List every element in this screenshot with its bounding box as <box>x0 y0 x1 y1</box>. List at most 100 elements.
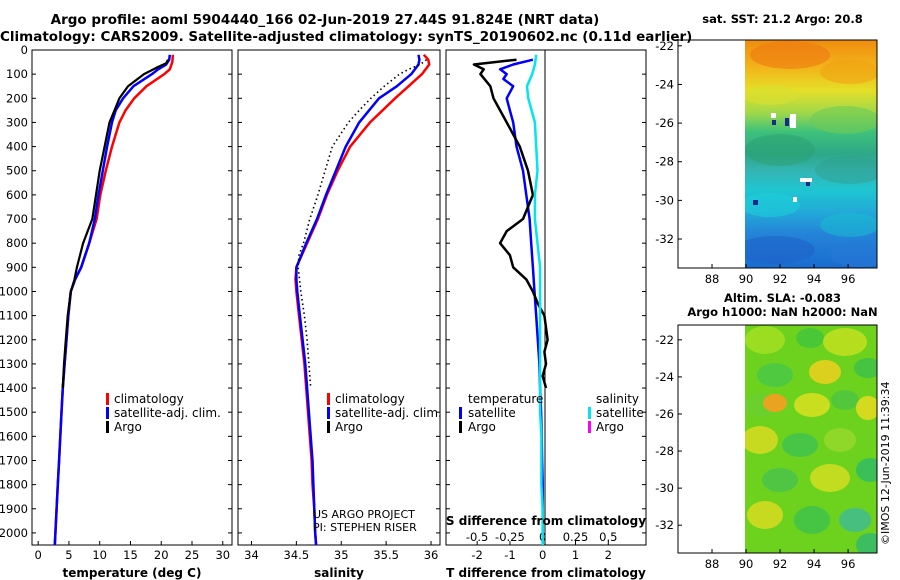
x-tick-label: 30 <box>215 548 230 562</box>
map-x-tick-label: 88 <box>705 272 720 286</box>
salinity-panel-frame <box>237 49 441 546</box>
series-temperature-argo <box>472 58 549 389</box>
sst-texture <box>745 41 877 267</box>
depth-tick-label: 300 <box>6 115 28 129</box>
map-y-tick-label: -24 <box>655 77 674 91</box>
sla-map-subtitle: Argo h1000: NaN h2000: NaN <box>687 305 878 319</box>
x-tick-label: 25 <box>185 548 200 562</box>
legend-swatch-t-satellite <box>459 407 462 419</box>
x-tick-label: -0.5 <box>466 530 488 544</box>
t-difference-xlabel: T difference from climatology <box>446 566 646 580</box>
depth-tick-label: 900 <box>6 260 28 274</box>
legend-label-satellite: satellite-adj. clim. <box>335 406 442 420</box>
map-axes: 88 90 92 94 96 -22 -24 -26 -28 -30 -32 88 90 92 94 96 -2… <box>655 39 855 571</box>
series-salinity-satellite <box>525 54 544 545</box>
map-x-tick-label: 92 <box>773 272 788 286</box>
map-x-tick-label: 94 <box>807 272 822 286</box>
legend-swatch-t-argo <box>459 421 462 433</box>
legend-swatch-s-argo <box>588 421 591 433</box>
s-difference-xlabel: S difference from climatology <box>446 514 646 528</box>
series-satellite-adj-clim- <box>295 54 421 546</box>
map-y-tick-label: -24 <box>655 370 674 384</box>
depth-tick-label: 500 <box>6 164 28 178</box>
depth-tick-label: 1900 <box>0 502 28 516</box>
depth-tick-label: 1400 <box>0 381 28 395</box>
map-y-tick-label: -30 <box>655 193 674 207</box>
map-x-tick-label: 90 <box>739 557 754 571</box>
map-y-tick-label: -26 <box>655 116 674 130</box>
salinity-xlabel: salinity <box>314 566 364 580</box>
map-y-tick-label: -30 <box>655 481 674 495</box>
temperature-xlabel: temperature (deg C) <box>63 566 202 580</box>
depth-tick-label: 1500 <box>0 405 28 419</box>
x-tick-label: -1 <box>504 548 515 562</box>
map-y-tick-label: -32 <box>655 518 674 532</box>
legend-label-argo: Argo <box>114 420 142 434</box>
x-tick-label: 0.25 <box>563 530 589 544</box>
legend-label-argo: Argo <box>335 420 363 434</box>
legend-swatch-climatology <box>106 393 109 405</box>
depth-tick-label: 800 <box>6 236 28 250</box>
x-tick-label: -2 <box>471 548 482 562</box>
map-y-tick-label: -22 <box>655 39 674 53</box>
pi-annotation: PI: STEPHEN RISER <box>313 521 417 534</box>
legend-label-satellite: satellite-adj. clim. <box>114 406 221 420</box>
profile-curves <box>53 53 549 546</box>
sst-map-frame <box>677 39 878 269</box>
depth-tick-label: 1600 <box>0 429 28 443</box>
map-x-tick-label: 96 <box>841 272 856 286</box>
depth-axis: 0 100 200 300 400 500 600 700 800 900 1000 1100 1200… <box>0 43 646 540</box>
x-tick-label: 1 <box>572 548 579 562</box>
depth-tick-label: 1700 <box>0 453 28 467</box>
x-tick-label: 10 <box>92 548 107 562</box>
x-tick-label: 20 <box>154 548 169 562</box>
sla-map-title: Altim. SLA: -0.083 <box>723 291 842 305</box>
legend-label-climatology: climatology <box>335 392 405 406</box>
sla-map <box>677 324 878 554</box>
salinity-legend: climatology satellite-adj. clim. Argo <box>327 392 442 434</box>
depth-tick-label: 700 <box>6 212 28 226</box>
temperature-legend: climatology satellite-adj. clim. Argo <box>106 392 221 434</box>
x-tick-label: 15 <box>123 548 138 562</box>
series-satellite-adj-clim- <box>53 54 172 546</box>
depth-tick-label: 2000 <box>0 526 28 540</box>
series-climatology <box>53 54 175 546</box>
depth-tick-label: 600 <box>6 188 28 202</box>
sla-texture <box>745 326 877 553</box>
legend-swatch-argo <box>106 421 109 433</box>
sst-map-title: sat. SST: 21.2 Argo: 20.8 <box>702 12 863 26</box>
map-x-tick-label: 88 <box>705 557 720 571</box>
depth-tick-label: 100 <box>6 67 28 81</box>
x-tick-label: 0 <box>34 548 41 562</box>
map-y-tick-label: -28 <box>655 444 674 458</box>
depth-tick-label: 400 <box>6 140 28 154</box>
depth-tick-label: 0 <box>21 43 28 57</box>
difference-legend: temperature salinity satellite Argo sate… <box>459 392 644 434</box>
series-climatology <box>294 53 431 546</box>
legend-swatch-satellite <box>106 407 109 419</box>
legend-label-t-argo: Argo <box>468 420 496 434</box>
x-tick-label: 5 <box>65 548 72 562</box>
map-x-tick-label: 92 <box>773 557 788 571</box>
legend-label-t-satellite: satellite <box>468 406 516 420</box>
legend-label-climatology: climatology <box>114 392 184 406</box>
x-axes: 0 5 10 15 20 25 30 34 34.5 35 35.5 36 -2 -1 0 1 2 -0.5 -0.… <box>34 530 617 562</box>
depth-tick-label: 1800 <box>0 478 28 492</box>
plot-title-line-1: Argo profile: aoml 5904440_166 02-Jun-20… <box>50 12 600 28</box>
series-argo <box>297 59 427 389</box>
temperature-panel-frame <box>31 49 233 546</box>
depth-tick-label: 1100 <box>0 309 28 323</box>
map-y-tick-label: -32 <box>655 232 674 246</box>
depth-tick-label: 200 <box>6 91 28 105</box>
depth-tick-label: 1000 <box>0 284 28 298</box>
legend-label-s-satellite: satellite <box>596 406 644 420</box>
depth-tick-label: 1300 <box>0 357 28 371</box>
legend-label-s-argo: Argo <box>596 420 624 434</box>
x-tick-label: -0.25 <box>495 530 525 544</box>
series-argo <box>61 59 169 389</box>
legend-swatch-climatology <box>327 393 330 405</box>
map-x-tick-label: 96 <box>841 557 856 571</box>
legend-swatch-satellite <box>327 407 330 419</box>
map-y-tick-label: -26 <box>655 407 674 421</box>
